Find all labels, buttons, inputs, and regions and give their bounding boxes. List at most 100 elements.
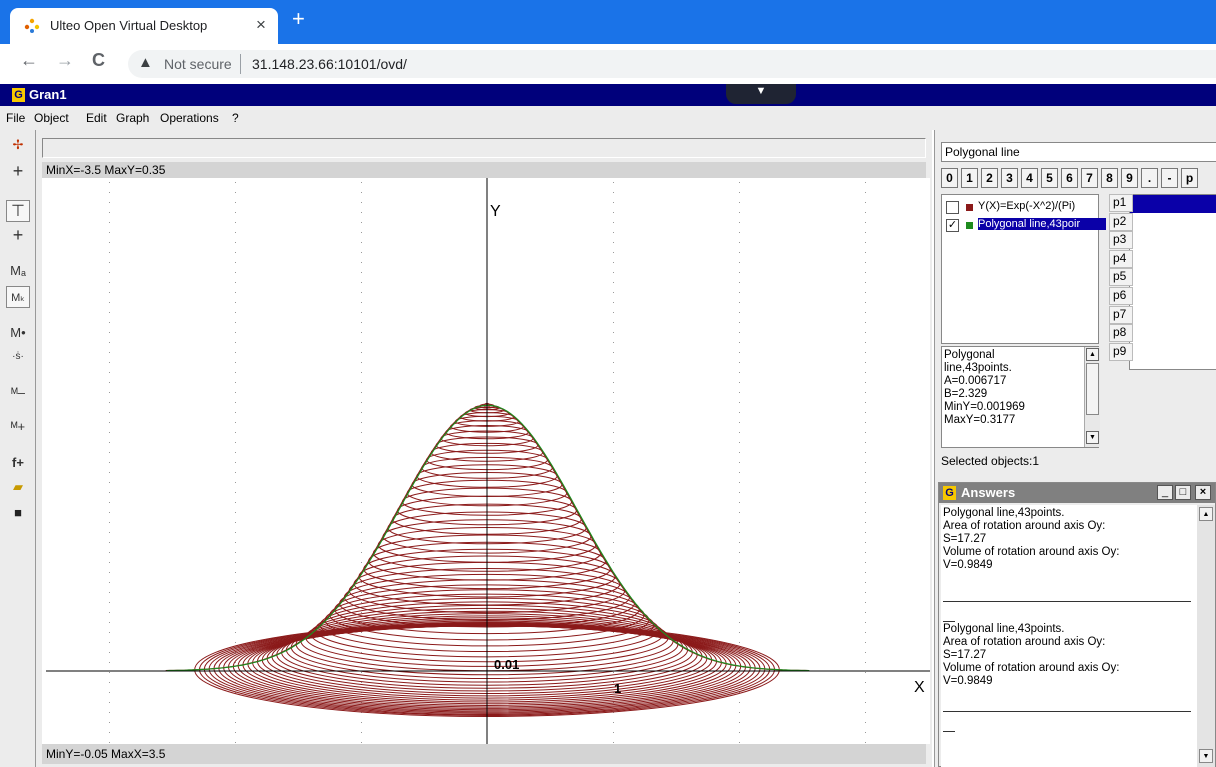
menu-operations[interactable]: Operations [160,111,219,125]
marker-point-icon[interactable]: M• [10,325,26,340]
detail-line: A=0.006717 [944,375,1007,387]
graph-range-top: MinX=-3.5 MaxY=0.35 [42,162,926,178]
forward-arrow-icon[interactable]: → [56,50,74,70]
key-button-7[interactable]: 7 [1081,168,1098,188]
key-button-0[interactable]: 0 [941,168,958,188]
tick-label-origin: 0.01 [494,657,519,672]
marker-a-icon[interactable]: Mₐ [10,263,26,278]
save-disk-icon[interactable]: ■ [14,505,22,520]
open-folder-icon[interactable]: ▰ [13,479,23,494]
answer-line: V=0.9849 [943,559,993,571]
object-list[interactable]: Y(X)=Exp(-X^2)/(Pi) ✓ Polygonal line,43p… [941,194,1106,344]
key-button-dot[interactable]: . [1141,168,1158,188]
param-button-p7[interactable]: p7 [1109,305,1133,324]
scroll-down-icon[interactable]: ▼ [1086,431,1099,444]
key-button-9[interactable]: 9 [1121,168,1138,188]
object-checkbox[interactable]: ✓ [946,219,959,232]
list-item[interactable]: ✓ Polygonal line,43poir [946,217,1106,233]
answers-text-area[interactable]: Polygonal line,43points. Area of rotation… [941,505,1197,767]
ulteo-favicon-icon [24,18,40,33]
key-button-6[interactable]: 6 [1061,168,1078,188]
menu-graph[interactable]: Graph [116,111,150,125]
answers-title-bar[interactable]: G Answers _ □ × [939,483,1215,503]
object-checkbox[interactable] [946,201,959,214]
object-detail-box: Polygonal line,43points. A=0.006717 B=2.329… [941,346,1100,448]
scroll-thumb[interactable] [1086,363,1099,415]
minimize-button[interactable]: _ [1157,485,1173,500]
app-logo-icon: G [12,88,25,102]
menu-help[interactable]: ? [232,111,239,125]
marker-plus-icon[interactable]: ᴹ+ [10,419,26,434]
answer-line: Polygonal line,43points. [943,623,1065,635]
close-button[interactable]: × [1195,485,1211,500]
maximize-button[interactable]: □ [1175,485,1191,500]
key-button-1[interactable]: 1 [961,168,978,188]
key-button-p[interactable]: p [1181,168,1198,188]
session-dropdown-handle[interactable]: ▼ [726,84,796,104]
menu-edit[interactable]: Edit [86,111,107,125]
object-label: Y(X)=Exp(-X^2)/(Pi) [978,200,1076,212]
not-secure-label: Not secure [164,56,232,72]
tab-title: Ulteo Open Virtual Desktop [50,18,208,33]
sample-points-icon[interactable]: ·ṡ· [12,351,24,362]
param-button-p6[interactable]: p6 [1109,287,1133,305]
crosshair-icon[interactable]: + [12,161,24,181]
key-button-minus[interactable]: - [1161,168,1178,188]
param-button-p4[interactable]: p4 [1109,249,1133,268]
browser-tab[interactable]: Ulteo Open Virtual Desktop × [10,8,278,44]
key-button-3[interactable]: 3 [1001,168,1018,188]
detail-line: MinY=0.001969 [944,401,1025,413]
scroll-up-icon[interactable]: ▲ [1086,348,1099,361]
scroll-up-icon[interactable]: ▲ [1199,507,1213,521]
param-value-box[interactable] [1129,194,1216,370]
param-button-p2[interactable]: p2 [1109,212,1133,231]
close-tab-icon[interactable]: × [256,15,266,34]
range-bottom-text: MinY=-0.05 MaxX=3.5 [46,747,166,761]
answer-line: Polygonal line,43points. [943,507,1065,519]
menu-object[interactable]: Object [34,111,69,125]
menu-file[interactable]: File [6,111,26,125]
marker-minus-icon[interactable]: ᴹ– [11,385,25,400]
param-selection [1130,195,1216,213]
back-arrow-icon[interactable]: ← [20,50,38,70]
answer-line: S=17.27 [943,533,987,545]
new-tab-button[interactable]: + [292,6,305,31]
tick-label-x1: 1 [614,681,621,696]
param-button-p8[interactable]: p8 [1109,324,1133,343]
reload-icon[interactable]: C [92,50,105,70]
axes-icon[interactable]: + [12,225,24,245]
color-swatch [966,222,973,229]
answers-scrollbar[interactable]: ▲ ▼ [1197,505,1215,767]
divider [240,54,241,74]
answer-line: Area of rotation around axis Oy: [943,636,1106,648]
param-button-p3[interactable]: p3 [1109,231,1133,250]
answer-line: S=17.27 [943,649,987,661]
graph-range-bottom: MinY=-0.05 MaxX=3.5 [42,744,926,764]
param-button-p5[interactable]: p5 [1109,268,1133,287]
list-item[interactable]: Y(X)=Exp(-X^2)/(Pi) [946,199,1098,215]
object-name-field[interactable]: Polygonal line [941,142,1216,162]
key-button-5[interactable]: 5 [1041,168,1058,188]
warning-icon[interactable]: ▲ [138,54,153,71]
scroll-down-icon[interactable]: ▼ [1199,749,1213,763]
key-button-4[interactable]: 4 [1021,168,1038,188]
param-button-p9[interactable]: p9 [1109,342,1133,361]
url-text[interactable]: 31.148.23.66:10101/ovd/ [252,56,407,72]
add-function-icon[interactable]: f+ [12,455,24,470]
separator-line [943,731,955,732]
key-button-8[interactable]: 8 [1101,168,1118,188]
detail-scrollbar[interactable]: ▲ ▼ [1084,347,1100,447]
param-button-p1[interactable]: p1 [1109,194,1133,212]
marker-k-icon[interactable]: Mₖ [6,286,30,308]
object-name-text: Polygonal line [945,145,1020,159]
graph-plot-area[interactable]: Y X 0.01 1 [42,178,930,744]
graph-input-field[interactable] [42,138,926,158]
detail-text: Polygonal line,43points. A=0.006717 B=2.329… [944,349,1082,427]
address-bar[interactable]: ▲ Not secure 31.148.23.66:10101/ovd/ [128,50,1216,78]
answer-line: V=0.9849 [943,675,993,687]
y-axis-label: Y [490,203,501,220]
key-button-2[interactable]: 2 [981,168,998,188]
separator-line [943,711,1191,712]
axes-color-icon[interactable]: ✢ [12,137,24,152]
pan-axes-icon[interactable]: ⊤ [6,200,30,222]
